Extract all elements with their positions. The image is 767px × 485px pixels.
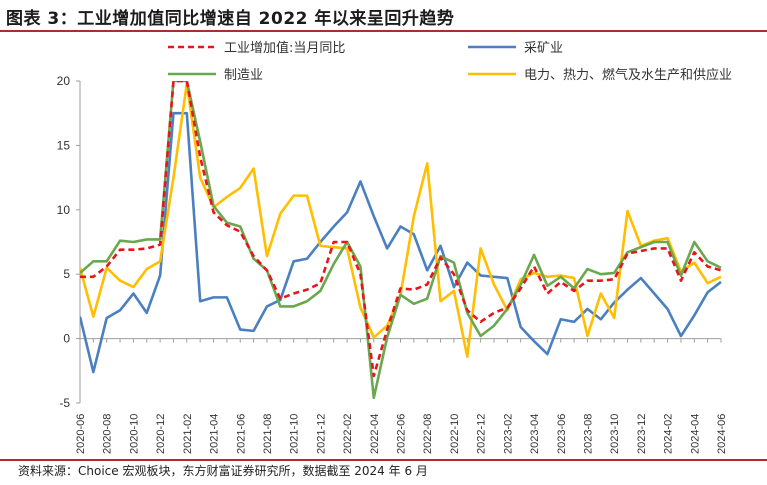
x-tick-label: 2023-10 [609,414,621,454]
chart-axes: -5 0 5 10 15 20 2020-06 2020-08 2020-10 2020-12 20… [57,74,728,454]
x-tick-label: 2021-08 [262,414,274,454]
x-tick-label: 2022-10 [449,414,461,454]
figure-title: 图表 3：工业增加值同比增速自 2022 年以来呈回升趋势 [6,9,455,29]
legend-label: 电力、热力、燃气及水生产和供应业 [524,67,732,83]
x-tick-label: 2022-04 [369,414,381,454]
x-tick-label: 2021-10 [289,414,301,454]
chart-series [80,81,722,400]
x-tick-label: 2021-04 [209,414,221,454]
x-tick-label: 2022-08 [422,414,434,454]
x-tick-label: 2020-06 [75,414,87,454]
x-tick-label: 2023-02 [502,414,514,454]
figure-source: 资料来源：Choice 宏观板块，东方财富证券研究所，数据截至 2024 年 6… [18,464,428,478]
y-tick-label: -5 [59,396,70,410]
y-tick-label: 15 [57,138,71,152]
x-tick-label: 2022-06 [396,414,408,454]
legend-label: 采矿业 [524,41,563,56]
x-tick-label: 2023-12 [636,414,648,454]
x-tick-label: 2021-12 [315,414,327,454]
x-tick-label: 2022-02 [342,414,354,454]
x-tick-label: 2020-08 [102,414,114,454]
legend-label: 工业增加值:当月同比 [224,40,345,56]
series-line-1 [80,111,722,374]
series-line-2 [80,81,722,400]
y-tick-label: 0 [63,332,70,346]
series-line-0 [80,81,722,378]
x-tick-label: 2024-06 [716,414,728,454]
x-tick-label: 2021-06 [235,414,247,454]
legend-label: 制造业 [224,68,263,83]
x-tick-label: 2023-08 [582,414,594,454]
series-line-3 [80,82,722,358]
source-rule [0,459,767,461]
x-tick-label: 2020-10 [128,414,140,454]
x-tick-label: 2023-04 [529,414,541,454]
x-tick-label: 2021-02 [182,414,194,454]
x-tick-label: 2024-02 [663,414,675,454]
y-tick-label: 5 [63,267,70,281]
y-tick-label: 20 [57,74,71,88]
y-tick-label: 10 [57,203,71,217]
x-tick-label: 2024-04 [689,414,701,454]
x-tick-label: 2022-12 [476,414,488,454]
title-rule [0,30,767,32]
x-tick-label: 2020-12 [155,414,167,454]
x-tick-label: 2023-06 [556,414,568,454]
